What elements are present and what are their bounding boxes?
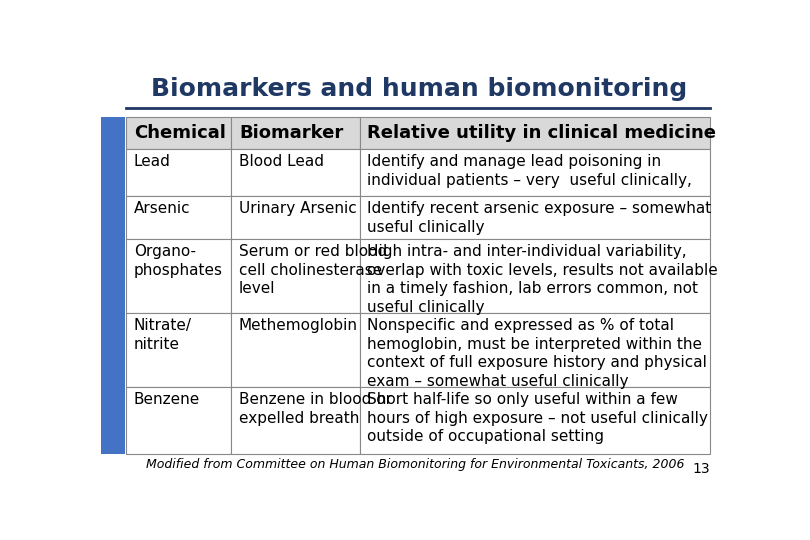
Bar [360,313,710,387]
Text: Organo-
phosphates: Organo- phosphates [134,244,223,278]
Bar [126,313,232,387]
Bar [232,149,360,196]
Text: Relative utility in clinical medicine: Relative utility in clinical medicine [368,124,716,142]
Text: High intra- and inter-individual variability,
overlap with toxic levels, results: High intra- and inter-individual variabi… [368,244,718,315]
Bar [232,196,360,239]
Text: Chemical: Chemical [134,124,226,142]
Text: Identify and manage lead poisoning in
individual patients – very  useful clinica: Identify and manage lead poisoning in in… [368,154,693,188]
Text: Blood Lead: Blood Lead [239,154,324,169]
Bar [126,149,232,196]
Bar [360,196,710,239]
Bar [126,196,232,239]
Bar [126,117,232,149]
Text: Benzene: Benzene [134,392,200,407]
Bar [360,387,710,454]
Bar [232,117,360,149]
Bar [232,387,360,454]
Bar [360,149,710,196]
Bar [360,117,710,149]
Bar [126,387,232,454]
Text: Benzene in blood or
expelled breath: Benzene in blood or expelled breath [239,392,392,426]
Text: Methemoglobin: Methemoglobin [239,318,358,333]
Text: Serum or red blood
cell cholinesterase
level: Serum or red blood cell cholinesterase l… [239,244,387,296]
Bar [101,117,125,454]
Text: Short half-life so only useful within a few
hours of high exposure – not useful : Short half-life so only useful within a … [368,392,708,444]
Text: Identify recent arsenic exposure – somewhat
useful clinically: Identify recent arsenic exposure – somew… [368,201,712,234]
Text: 13: 13 [693,462,710,476]
Text: Nonspecific and expressed as % of total
hemoglobin, must be interpreted within t: Nonspecific and expressed as % of total … [368,318,707,389]
Text: Biomarker: Biomarker [239,124,343,142]
Text: Urinary Arsenic: Urinary Arsenic [239,201,356,216]
Bar [360,239,710,313]
Text: Lead: Lead [134,154,171,169]
Bar [232,239,360,313]
Text: Arsenic: Arsenic [134,201,190,216]
Text: Biomarkers and human biomonitoring: Biomarkers and human biomonitoring [151,77,688,102]
Bar [232,313,360,387]
Bar [126,239,232,313]
Text: Modified from Committee on Human Biomonitoring for Environmental Toxicants, 2006: Modified from Committee on Human Biomoni… [146,458,684,471]
Text: Nitrate/
nitrite: Nitrate/ nitrite [134,318,192,352]
